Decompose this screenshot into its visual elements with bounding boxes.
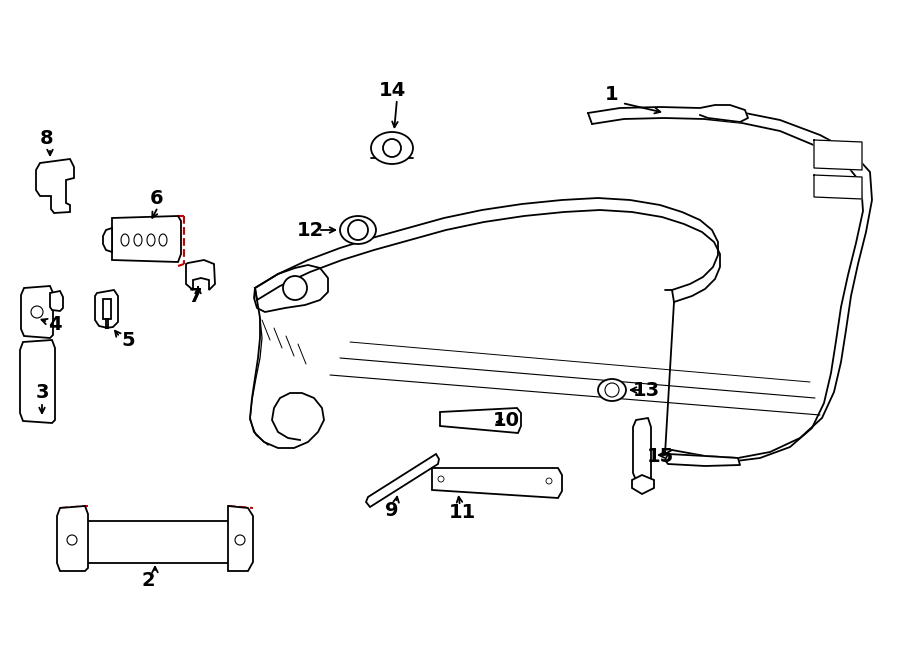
Text: 12: 12	[296, 221, 324, 239]
Text: 6: 6	[150, 188, 164, 208]
Polygon shape	[50, 291, 63, 311]
Text: 3: 3	[35, 383, 49, 403]
Circle shape	[283, 276, 307, 300]
Circle shape	[67, 535, 77, 545]
Polygon shape	[57, 506, 88, 571]
Polygon shape	[21, 286, 53, 338]
Polygon shape	[588, 107, 872, 462]
Circle shape	[546, 478, 552, 484]
Polygon shape	[814, 175, 862, 199]
Polygon shape	[186, 260, 215, 290]
Circle shape	[383, 139, 401, 157]
Polygon shape	[255, 198, 720, 302]
Polygon shape	[254, 265, 328, 312]
Polygon shape	[632, 475, 654, 494]
Text: 2: 2	[141, 570, 155, 590]
Ellipse shape	[340, 216, 376, 244]
Polygon shape	[103, 228, 112, 252]
Text: 5: 5	[122, 330, 135, 350]
Ellipse shape	[121, 234, 129, 246]
Ellipse shape	[147, 234, 155, 246]
Ellipse shape	[371, 132, 413, 164]
Polygon shape	[228, 506, 253, 571]
Text: 11: 11	[448, 502, 475, 522]
Polygon shape	[95, 290, 118, 328]
Circle shape	[348, 220, 368, 240]
Text: 13: 13	[633, 381, 660, 399]
Polygon shape	[814, 140, 862, 170]
Circle shape	[438, 476, 444, 482]
Text: 8: 8	[40, 128, 54, 147]
Text: 4: 4	[49, 315, 62, 334]
Text: 7: 7	[188, 288, 202, 307]
Polygon shape	[633, 418, 651, 482]
Text: 10: 10	[492, 412, 519, 430]
Ellipse shape	[598, 379, 626, 401]
Polygon shape	[36, 159, 74, 213]
Circle shape	[235, 535, 245, 545]
Polygon shape	[366, 454, 439, 507]
Polygon shape	[665, 454, 740, 466]
Ellipse shape	[134, 234, 142, 246]
Text: 14: 14	[378, 81, 406, 100]
Text: 9: 9	[385, 500, 399, 520]
Polygon shape	[700, 105, 748, 122]
Polygon shape	[440, 408, 521, 433]
Polygon shape	[20, 340, 55, 423]
Text: 1: 1	[605, 85, 619, 104]
Polygon shape	[82, 521, 231, 563]
Polygon shape	[432, 468, 562, 498]
Ellipse shape	[159, 234, 167, 246]
Polygon shape	[112, 216, 181, 262]
Circle shape	[31, 306, 43, 318]
Circle shape	[605, 383, 619, 397]
Text: 15: 15	[646, 447, 673, 467]
